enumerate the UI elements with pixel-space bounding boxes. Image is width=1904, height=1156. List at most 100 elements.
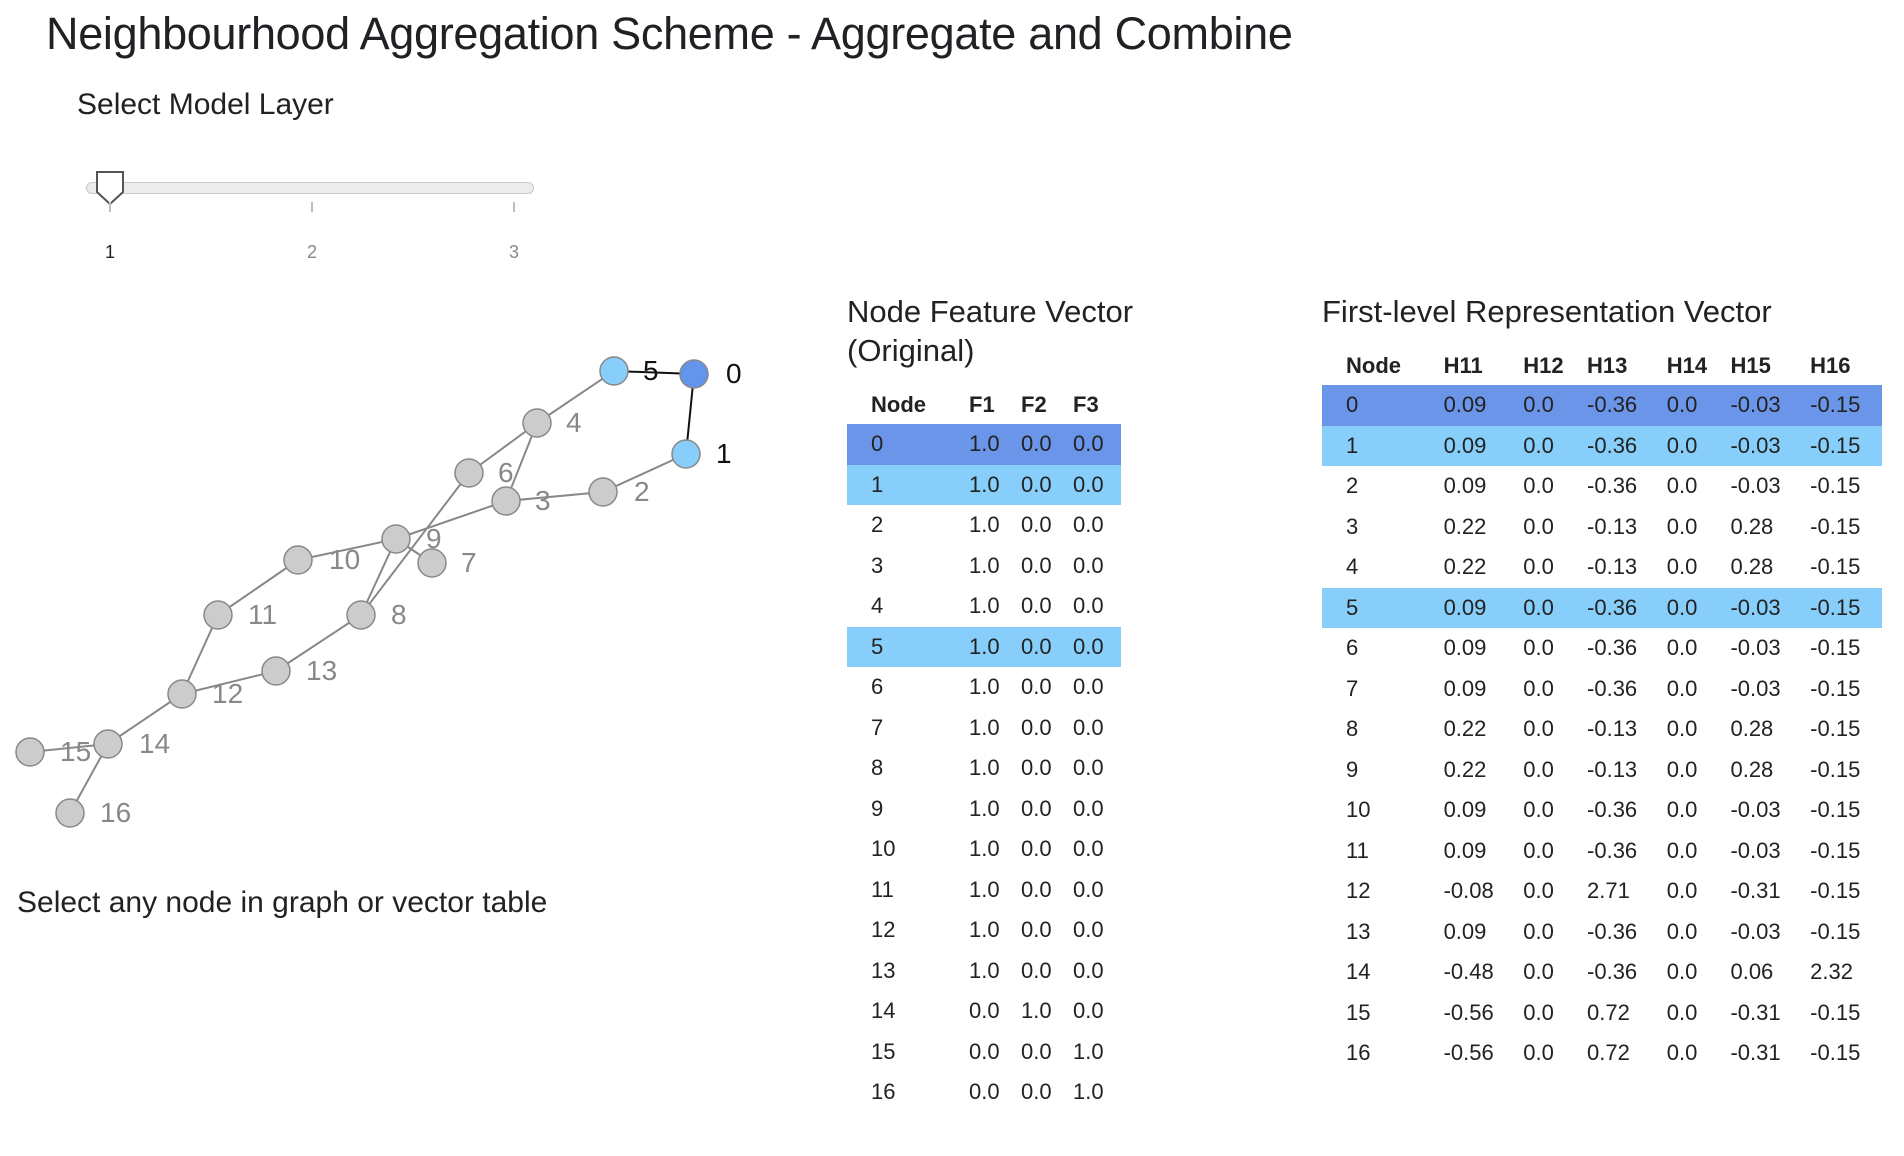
graph-node[interactable]: [15, 737, 45, 767]
table-cell: 12: [871, 917, 896, 943]
table-cell: -0.03: [1730, 385, 1811, 426]
column-header: H14: [1666, 353, 1708, 378]
table-row[interactable]: 7 1.0 0.0 0.0: [847, 708, 1121, 749]
graph-node[interactable]: [522, 408, 552, 438]
graph-node[interactable]: [679, 359, 709, 389]
graph-node[interactable]: [491, 486, 521, 516]
table-cell: 0.0: [1666, 716, 1698, 742]
table-row[interactable]: 11 0.09 0.0 -0.36 0.0 -0.03 -0.15: [1322, 831, 1882, 872]
table-row[interactable]: 9 1.0 0.0 0.0: [847, 789, 1121, 830]
table-cell: 9: [871, 795, 884, 821]
graph-node[interactable]: [346, 600, 376, 630]
table-cell: -0.15: [1810, 675, 1861, 701]
slider-tick-3: [513, 202, 515, 212]
table-row[interactable]: 0 1.0 0.0 0.0: [847, 424, 1121, 465]
table-row[interactable]: 8 1.0 0.0 0.0: [847, 748, 1121, 789]
table-cell: -0.03: [1730, 797, 1781, 823]
graph-node[interactable]: [381, 524, 411, 554]
graph-node[interactable]: [417, 548, 447, 578]
table-cell: -0.36: [1587, 635, 1638, 661]
table-cell: 0.0: [1021, 464, 1073, 505]
table-row[interactable]: 12 -0.08 0.0 2.71 0.0 -0.31 -0.15: [1322, 871, 1882, 912]
table-row[interactable]: 8 0.22 0.0 -0.13 0.0 0.28 -0.15: [1322, 709, 1882, 750]
table-row[interactable]: 13 1.0 0.0 0.0: [847, 951, 1121, 992]
table-cell: 0.0: [1523, 473, 1554, 499]
table-cell: -0.31: [1730, 999, 1781, 1025]
table-cell: 0.0: [1021, 593, 1052, 619]
table-cell: 0.0: [1021, 552, 1052, 578]
table-row[interactable]: 2 0.09 0.0 -0.36 0.0 -0.03 -0.15: [1322, 466, 1882, 507]
table-row[interactable]: 9 0.22 0.0 -0.13 0.0 0.28 -0.15: [1322, 750, 1882, 791]
graph-node[interactable]: [203, 600, 233, 630]
layer-slider[interactable]: 1 2 3: [82, 170, 538, 270]
table-row[interactable]: 3 1.0 0.0 0.0: [847, 546, 1121, 587]
graph-edge: [217, 559, 299, 616]
graph-node[interactable]: [93, 729, 123, 759]
table-row[interactable]: 11 1.0 0.0 0.0: [847, 870, 1121, 911]
table-row[interactable]: 15 0.0 0.0 1.0: [847, 1032, 1121, 1073]
table-row[interactable]: 4 1.0 0.0 0.0: [847, 586, 1121, 627]
table-row[interactable]: 6 0.09 0.0 -0.36 0.0 -0.03 -0.15: [1322, 628, 1882, 669]
slider-tick-label-3: 3: [508, 242, 519, 262]
table-row[interactable]: 4 0.22 0.0 -0.13 0.0 0.28 -0.15: [1322, 547, 1882, 588]
table-row[interactable]: 5 0.09 0.0 -0.36 0.0 -0.03 -0.15: [1322, 587, 1882, 628]
graph-node[interactable]: [599, 356, 629, 386]
table-row[interactable]: 12 1.0 0.0 0.0: [847, 910, 1121, 951]
table-cell: 0.0: [1073, 755, 1104, 781]
table-row[interactable]: 15 -0.56 0.0 0.72 0.0 -0.31 -0.15: [1322, 993, 1882, 1034]
table-row[interactable]: 3 0.22 0.0 -0.13 0.0 0.28 -0.15: [1322, 507, 1882, 548]
table-cell: -0.36: [1587, 587, 1667, 628]
table-cell: 6: [1346, 635, 1359, 661]
table-row[interactable]: 16 -0.56 0.0 0.72 0.0 -0.31 -0.15: [1322, 1033, 1882, 1074]
table-cell: 0.0: [1666, 999, 1698, 1025]
table-row[interactable]: 13 0.09 0.0 -0.36 0.0 -0.03 -0.15: [1322, 912, 1882, 953]
graph-node[interactable]: [671, 439, 701, 469]
table-cell: 0.0: [1523, 918, 1554, 944]
table-cell: 15: [871, 1038, 896, 1064]
table-row[interactable]: 10 1.0 0.0 0.0: [847, 829, 1121, 870]
slider-tick-1: [109, 202, 111, 212]
table-cell: 0.0: [1021, 836, 1052, 862]
table-cell: 0.0: [969, 1079, 1000, 1105]
table-row[interactable]: 7 0.09 0.0 -0.36 0.0 -0.03 -0.15: [1322, 669, 1882, 710]
table-row[interactable]: 5 1.0 0.0 0.0: [847, 626, 1121, 667]
graph-node[interactable]: [588, 477, 618, 507]
table-cell: 0.0: [1021, 424, 1073, 465]
column-header: H13: [1587, 353, 1628, 378]
table-cell: -0.15: [1810, 716, 1861, 742]
table-cell: -0.15: [1810, 513, 1861, 539]
column-header: H15: [1730, 353, 1771, 378]
table-cell: 0.0: [1666, 756, 1698, 782]
table-cell: 11: [871, 876, 894, 902]
table-row[interactable]: 14 -0.48 0.0 -0.36 0.0 0.06 2.32: [1322, 952, 1882, 993]
slider-handle[interactable]: [95, 170, 125, 206]
table-cell: -0.15: [1810, 425, 1882, 466]
graph-node[interactable]: [283, 545, 313, 575]
graph-edge: [275, 614, 362, 672]
table-cell: 13: [1346, 918, 1371, 944]
slider-track[interactable]: [86, 182, 534, 194]
table-cell: 12: [1346, 878, 1371, 904]
graph-node[interactable]: [454, 458, 484, 488]
graph-node-label: 10: [329, 544, 360, 575]
graph-node[interactable]: [167, 679, 197, 709]
table-cell: 0.28: [1730, 716, 1774, 742]
table-row[interactable]: 14 0.0 1.0 0.0: [847, 991, 1121, 1032]
table-cell: -0.13: [1587, 756, 1638, 782]
table-row[interactable]: 2 1.0 0.0 0.0: [847, 505, 1121, 546]
column-header: Node: [871, 392, 926, 417]
table-row[interactable]: 1 0.09 0.0 -0.36 0.0 -0.03 -0.15: [1322, 425, 1882, 466]
table-cell: 0.0: [1073, 593, 1104, 619]
table-row[interactable]: 1 1.0 0.0 0.0: [847, 464, 1121, 505]
table-cell: 1.0: [969, 512, 1000, 538]
graph-node[interactable]: [55, 798, 85, 828]
table-cell: 0.0: [1523, 675, 1554, 701]
graph-node[interactable]: [261, 656, 291, 686]
table-row[interactable]: 0 0.09 0.0 -0.36 0.0 -0.03 -0.15: [1322, 385, 1882, 426]
table-row[interactable]: 10 0.09 0.0 -0.36 0.0 -0.03 -0.15: [1322, 790, 1882, 831]
table-row[interactable]: 16 0.0 0.0 1.0: [847, 1072, 1121, 1113]
table-cell: -0.15: [1810, 837, 1861, 863]
table-row[interactable]: 6 1.0 0.0 0.0: [847, 667, 1121, 708]
table-cell: 1.0: [1021, 998, 1052, 1024]
